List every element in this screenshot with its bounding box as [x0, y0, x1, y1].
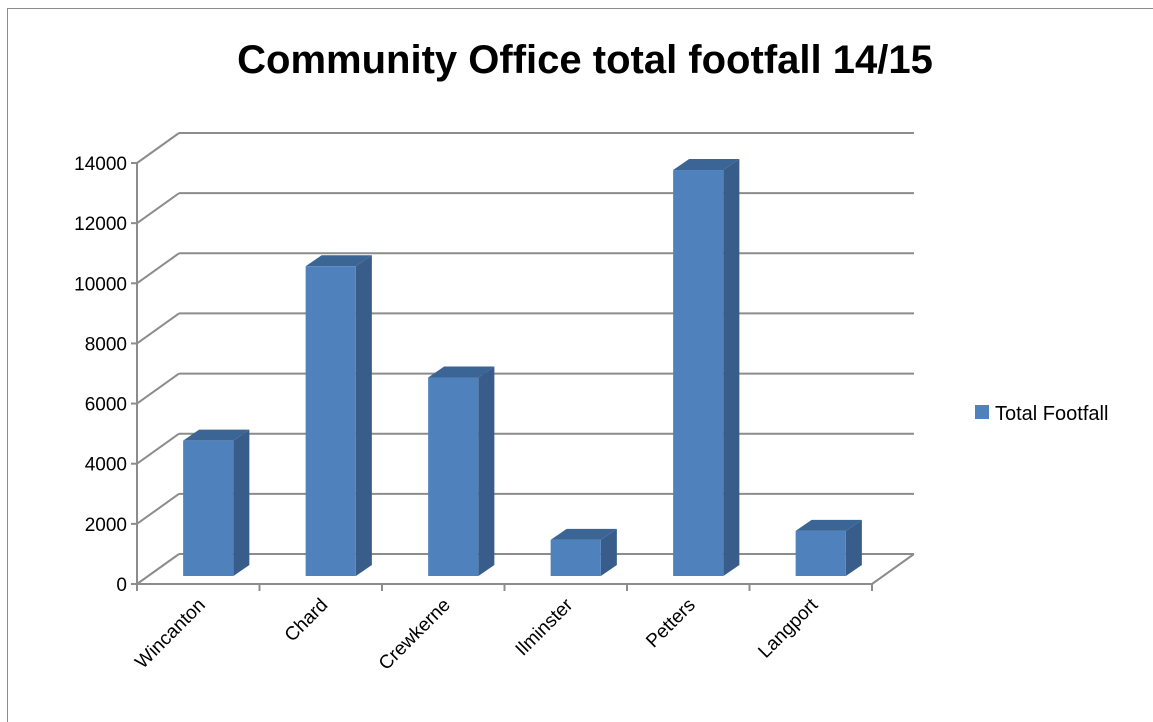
- bar-top: [673, 159, 740, 171]
- axes: [131, 162, 915, 591]
- chart-title: Community Office total footfall 14/15: [237, 38, 933, 82]
- bar-top: [550, 528, 617, 540]
- x-tick-labels: Wincanton Chard Crewkerne Ilminster Petters L…: [131, 594, 822, 674]
- bar-side: [723, 159, 740, 577]
- bar-chard: [305, 255, 372, 576]
- side-wall-line: [136, 192, 180, 224]
- x-tick-label: Wincanton: [131, 595, 209, 673]
- side-wall-line: [136, 252, 180, 285]
- chart-frame: [7, 8, 1153, 722]
- bar-side: [478, 366, 495, 576]
- side-wall-line: [136, 432, 180, 465]
- x-tick-label: Ilminster: [512, 594, 578, 660]
- bar-front: [673, 170, 724, 577]
- bar-front: [795, 530, 846, 576]
- x-tick-label: Petters: [642, 595, 699, 652]
- bar-front: [550, 539, 601, 576]
- bar-top: [795, 519, 862, 531]
- legend-swatch: [975, 405, 989, 419]
- x-tick-label: Chard: [281, 595, 332, 646]
- side-wall-line: [136, 312, 180, 345]
- x-tick-label: Crewkerne: [375, 595, 455, 675]
- bar-top: [305, 255, 372, 267]
- grid-lines: [136, 132, 914, 585]
- y-tick-label: 8000: [85, 334, 127, 355]
- y-tick-label: 10000: [74, 274, 127, 295]
- bar-petters: [673, 159, 740, 577]
- legend-item: Total Footfall: [975, 403, 1108, 425]
- bar-langport: [795, 519, 862, 576]
- side-wall-line: [136, 553, 180, 585]
- x-tick-label: Langport: [754, 594, 822, 662]
- y-tick-label: 2000: [85, 515, 127, 536]
- bar-top: [428, 366, 495, 378]
- y-tick-label: 4000: [85, 455, 127, 476]
- bar-ilminster: [550, 528, 617, 576]
- bar-wincanton: [183, 429, 250, 576]
- bar-crewkerne: [428, 366, 495, 576]
- y-tick-labels: 0 2000 4000 6000 8000 10000 12000 14000: [74, 154, 127, 596]
- bar-top: [183, 429, 250, 441]
- y-tick-label: 0: [116, 575, 127, 596]
- floor-edge: [871, 553, 915, 585]
- legend: Total Footfall: [975, 403, 1108, 425]
- bar-front: [305, 266, 356, 576]
- bar-front: [428, 377, 479, 576]
- y-tick-label: 12000: [74, 214, 127, 235]
- side-wall-line: [136, 372, 180, 405]
- legend-label: Total Footfall: [995, 403, 1108, 425]
- y-tick-label: 14000: [74, 154, 127, 175]
- bar-front: [183, 440, 234, 576]
- side-wall-line: [136, 132, 180, 164]
- bar-side: [600, 528, 617, 576]
- bar-side: [233, 429, 250, 576]
- bar-side: [355, 255, 372, 576]
- y-tick-label: 6000: [85, 395, 127, 416]
- bar-side: [845, 519, 862, 576]
- side-wall-line: [136, 493, 180, 525]
- bars: [183, 159, 862, 577]
